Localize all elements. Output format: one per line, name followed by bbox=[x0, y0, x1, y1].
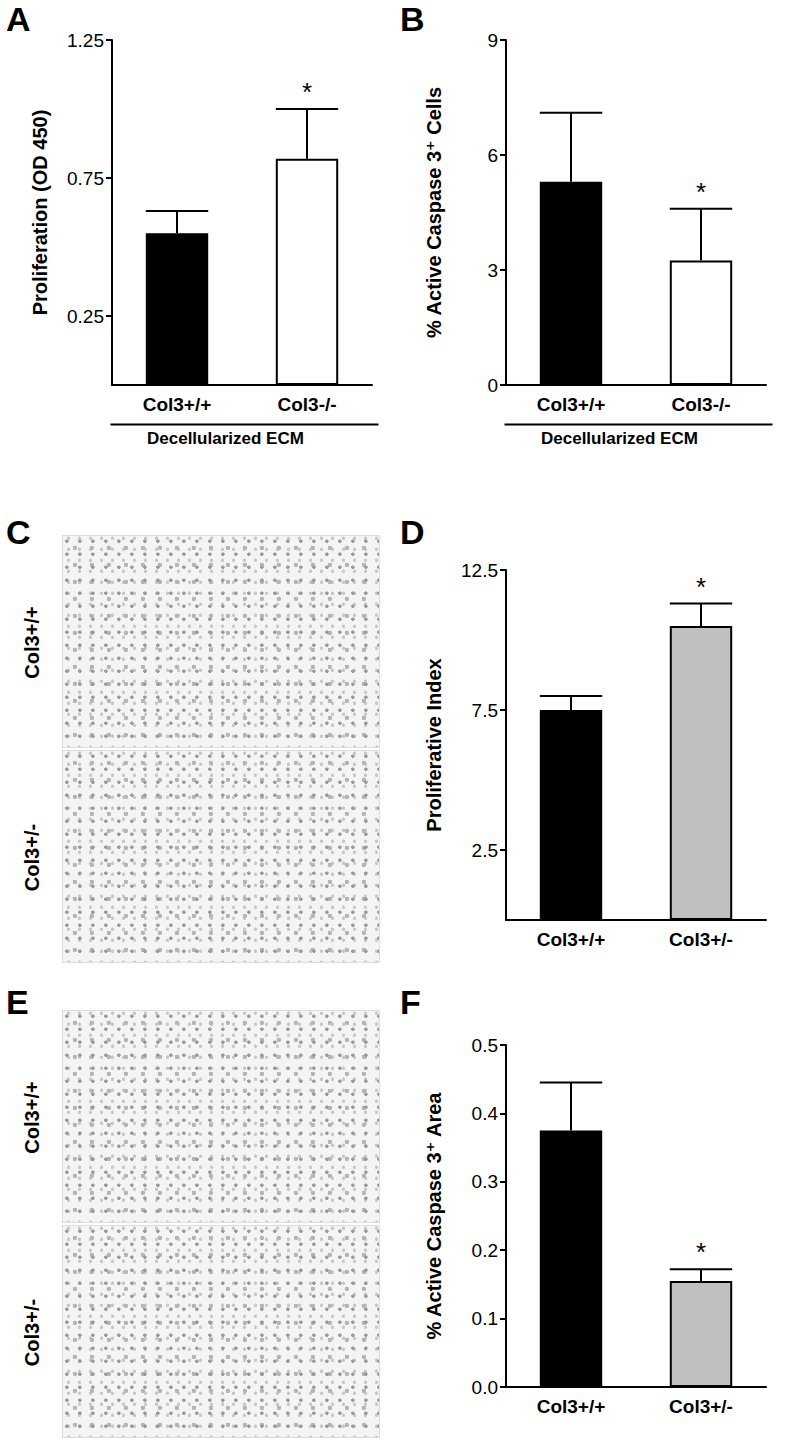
html-text:D: D bbox=[400, 513, 425, 551]
svg-text:Col3-/-: Col3-/- bbox=[671, 394, 730, 415]
svg-text:Col3+/+: Col3+/+ bbox=[537, 1396, 606, 1417]
svg-text:9: 9 bbox=[487, 30, 498, 51]
svg-text:12.5: 12.5 bbox=[461, 560, 498, 581]
svg-text:1.25: 1.25 bbox=[67, 30, 104, 51]
svg-text:*: * bbox=[696, 177, 706, 207]
svg-text:*: * bbox=[696, 1237, 706, 1267]
svg-text:0.75: 0.75 bbox=[67, 168, 104, 189]
html-text:Col3+/+: Col3+/+ bbox=[20, 1080, 43, 1154]
svg-text:0.25: 0.25 bbox=[67, 306, 104, 327]
svg-text:Proliferative Index: Proliferative Index bbox=[423, 658, 445, 831]
svg-text:3: 3 bbox=[487, 260, 498, 281]
svg-text:0.0: 0.0 bbox=[472, 1377, 498, 1398]
svg-text:Col3-/-: Col3-/- bbox=[277, 394, 336, 415]
svg-text:*: * bbox=[302, 77, 312, 107]
svg-text:0.2: 0.2 bbox=[472, 1240, 498, 1261]
html-text:B: B bbox=[400, 0, 425, 38]
svg-text:0.5: 0.5 bbox=[472, 1035, 498, 1056]
svg-text:0: 0 bbox=[487, 375, 498, 396]
svg-text:*: * bbox=[696, 572, 706, 602]
svg-text:% Active Caspase 3⁺ Cells: % Active Caspase 3⁺ Cells bbox=[423, 87, 445, 338]
html-text:Col3+/+: Col3+/+ bbox=[20, 605, 43, 679]
svg-text:Decellularized ECM: Decellularized ECM bbox=[147, 429, 304, 448]
svg-text:Col3+/-: Col3+/- bbox=[669, 1396, 733, 1417]
svg-text:2.5: 2.5 bbox=[472, 840, 498, 861]
html-text:A: A bbox=[6, 0, 31, 38]
html-text:E: E bbox=[6, 983, 29, 1021]
svg-text:Proliferation (OD 450): Proliferation (OD 450) bbox=[29, 110, 51, 316]
html-text:Col3+/-: Col3+/- bbox=[20, 823, 43, 891]
html-text:C: C bbox=[6, 513, 31, 551]
html-text:F: F bbox=[400, 983, 421, 1021]
svg-text:Col3+/+: Col3+/+ bbox=[143, 394, 212, 415]
svg-text:0.1: 0.1 bbox=[472, 1308, 498, 1329]
svg-text:0.4: 0.4 bbox=[472, 1103, 499, 1124]
html-text:Col3+/-: Col3+/- bbox=[20, 1298, 43, 1366]
svg-text:Col3+/+: Col3+/+ bbox=[537, 394, 606, 415]
svg-text:Decellularized ECM: Decellularized ECM bbox=[541, 429, 698, 448]
svg-text:0.3: 0.3 bbox=[472, 1171, 498, 1192]
svg-text:6: 6 bbox=[487, 145, 498, 166]
svg-text:Col3+/+: Col3+/+ bbox=[537, 929, 606, 950]
svg-text:% Active Caspase 3⁺ Area: % Active Caspase 3⁺ Area bbox=[423, 1092, 445, 1340]
svg-text:7.5: 7.5 bbox=[472, 700, 498, 721]
svg-text:Col3+/-: Col3+/- bbox=[669, 929, 733, 950]
